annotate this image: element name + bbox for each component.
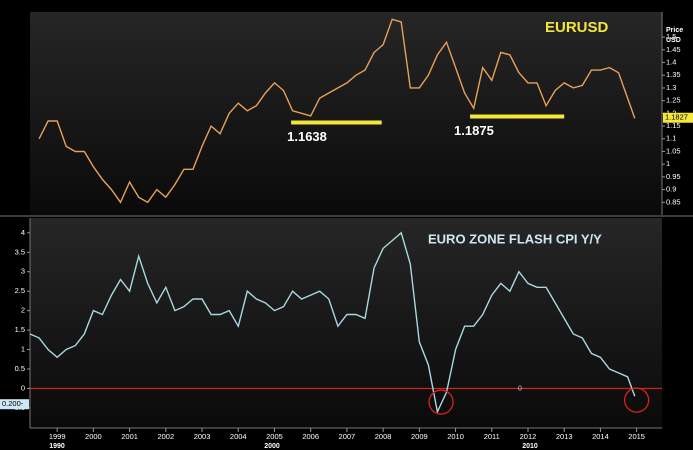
highlight-circle <box>428 389 454 415</box>
top-panel <box>30 12 662 215</box>
y-tick-label: 1 <box>21 345 25 354</box>
y-tick-label: 1.5 <box>15 325 25 334</box>
y-tick-label: 1.15 <box>666 121 681 130</box>
bottom-panel <box>30 218 662 428</box>
x-tick-label: 1999 <box>49 432 66 441</box>
x-tick-label: 2006 <box>302 432 319 441</box>
y-tick-label: 0.85 <box>666 197 681 206</box>
chart-title: EURUSD <box>545 19 609 36</box>
x-tick-label: 2005 <box>266 432 283 441</box>
x-tick-label: 2000 <box>85 432 102 441</box>
x-tick-label: 2012 <box>520 432 537 441</box>
y-tick-label: 2 <box>21 306 25 315</box>
decade-label: 2000 <box>264 443 280 450</box>
last-value-label: 0.200- <box>2 399 24 408</box>
highlight-circle <box>623 387 650 413</box>
annotation-label: 1.1875 <box>454 123 494 138</box>
y-tick-label: 1.1 <box>666 134 676 143</box>
y-tick-label: 1.3 <box>666 83 676 92</box>
x-tick-label: 2002 <box>157 432 174 441</box>
y-tick-label: 1 <box>666 159 670 168</box>
y-tick-label: 1.45 <box>666 45 681 54</box>
y-tick-label: 3 <box>21 267 25 276</box>
x-tick-label: 2014 <box>592 432 609 441</box>
y-tick-label: 0.5 <box>15 364 25 373</box>
y-tick-label: 1.35 <box>666 70 681 79</box>
y-tick-label: 1.5 <box>666 32 676 41</box>
y-tick-label: 1.4 <box>666 58 676 67</box>
annotation-label: 1.1638 <box>287 129 327 144</box>
y-tick-label: 0.9 <box>666 185 676 194</box>
x-tick-label: 2009 <box>411 432 428 441</box>
y-tick-label: 2.5 <box>15 286 25 295</box>
x-tick-label: 2004 <box>230 432 247 441</box>
decade-label: 2010 <box>522 443 538 450</box>
y-tick-label: 1.25 <box>666 96 681 105</box>
x-tick-label: 2013 <box>556 432 573 441</box>
x-tick-label: 2007 <box>339 432 356 441</box>
y-tick-label: 4 <box>21 228 25 237</box>
last-value-box <box>0 399 29 410</box>
y-tick-label: 0 <box>21 383 25 392</box>
y-tick-label: 0.95 <box>666 172 681 181</box>
y-tick-label: 1.05 <box>666 146 681 155</box>
x-tick-label: 2015 <box>628 432 645 441</box>
x-tick-label: 2008 <box>375 432 392 441</box>
y-tick-label: 3.5 <box>15 247 25 256</box>
data-line <box>29 231 636 415</box>
last-value-label: 1.1827 <box>665 113 688 122</box>
decade-label: 1990 <box>49 443 65 450</box>
axis-unit: USD <box>666 37 681 44</box>
x-tick-label: 2010 <box>447 432 464 441</box>
x-tick-label: 2001 <box>121 432 138 441</box>
axis-title: Price <box>666 27 683 34</box>
data-line <box>38 18 636 204</box>
last-value-box <box>663 112 693 123</box>
chart-title: EURO ZONE FLASH CPI Y/Y <box>428 231 602 246</box>
zero-line-label: 0 <box>518 385 522 392</box>
x-tick-label: 2011 <box>484 432 500 441</box>
x-tick-label: 2003 <box>194 432 211 441</box>
